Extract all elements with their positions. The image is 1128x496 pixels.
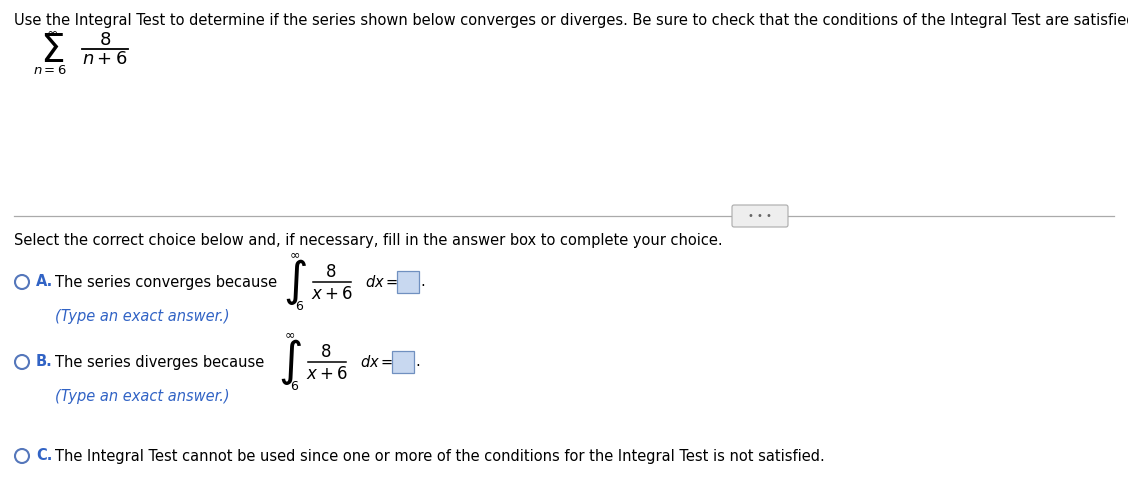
FancyBboxPatch shape bbox=[393, 351, 414, 373]
Text: .: . bbox=[415, 355, 420, 370]
Text: $dx=$: $dx=$ bbox=[365, 274, 398, 290]
Text: $\int$: $\int$ bbox=[279, 337, 302, 387]
Text: $x+6$: $x+6$ bbox=[306, 365, 349, 383]
Text: $8$: $8$ bbox=[320, 343, 332, 361]
Text: $6$: $6$ bbox=[296, 301, 305, 313]
Text: C.: C. bbox=[36, 448, 52, 463]
Text: $dx=$: $dx=$ bbox=[360, 354, 394, 370]
Text: $\infty$: $\infty$ bbox=[46, 26, 58, 40]
Text: $\int$: $\int$ bbox=[283, 257, 307, 307]
Text: $x+6$: $x+6$ bbox=[311, 285, 353, 303]
Text: The series diverges because: The series diverges because bbox=[55, 355, 264, 370]
Text: • • •: • • • bbox=[748, 211, 772, 221]
Text: The series converges because: The series converges because bbox=[55, 274, 277, 290]
Text: $n+6$: $n+6$ bbox=[82, 50, 127, 68]
Text: $n=6$: $n=6$ bbox=[33, 63, 67, 76]
Text: The Integral Test cannot be used since one or more of the conditions for the Int: The Integral Test cannot be used since o… bbox=[55, 448, 825, 463]
Text: $8$: $8$ bbox=[325, 263, 336, 281]
Text: $\infty$: $\infty$ bbox=[290, 248, 300, 261]
Text: B.: B. bbox=[36, 355, 53, 370]
Text: A.: A. bbox=[36, 274, 53, 290]
Text: Select the correct choice below and, if necessary, fill in the answer box to com: Select the correct choice below and, if … bbox=[14, 233, 723, 248]
Text: $\Sigma$: $\Sigma$ bbox=[39, 32, 64, 70]
Text: $6$: $6$ bbox=[290, 380, 300, 393]
Text: $8$: $8$ bbox=[99, 31, 111, 49]
Text: (Type an exact answer.): (Type an exact answer.) bbox=[55, 388, 230, 404]
Text: (Type an exact answer.): (Type an exact answer.) bbox=[55, 309, 230, 323]
Text: $\infty$: $\infty$ bbox=[284, 328, 296, 342]
FancyBboxPatch shape bbox=[732, 205, 788, 227]
Text: Use the Integral Test to determine if the series shown below converges or diverg: Use the Integral Test to determine if th… bbox=[14, 13, 1128, 28]
Text: .: . bbox=[420, 274, 425, 290]
FancyBboxPatch shape bbox=[397, 271, 418, 293]
